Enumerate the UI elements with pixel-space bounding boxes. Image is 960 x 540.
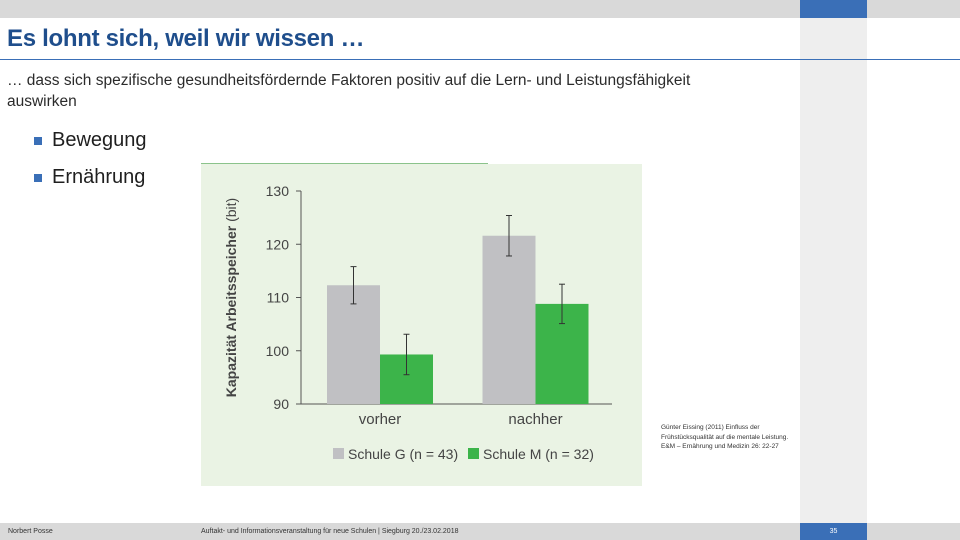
top-bar (0, 0, 960, 18)
bullet-list: Bewegung Ernährung (32, 122, 147, 196)
legend-label-schule-g: Schule G (n = 43) (348, 446, 458, 462)
bar-schule-g-vorher (327, 285, 380, 404)
y-axis-label-main: Kapazität Arbeitsspeicher (223, 222, 239, 397)
bullet-item: Ernährung (32, 159, 147, 196)
bullet-text: Bewegung (52, 129, 147, 151)
y-axis-label: Kapazität Arbeitsspeicher (bit) (223, 198, 239, 397)
bar-schule-g-nachher (482, 235, 536, 404)
source-citation: Günter Eissing (2011) Einfluss der Frühs… (661, 424, 789, 450)
bullet-text: Ernährung (52, 166, 146, 188)
bullet-square-icon (34, 173, 42, 182)
bullet-item: Bewegung (32, 122, 147, 159)
x-category-label: nachher (508, 411, 562, 428)
footer-event: Auftakt- und Informationsveranstaltung f… (201, 528, 459, 535)
slide-subtitle: … dass sich spezifische gesundheitsförde… (7, 72, 691, 110)
y-tick-label: 90 (273, 396, 289, 412)
right-side-panel (800, 18, 867, 523)
y-tick-label: 100 (266, 343, 290, 359)
y-tick-label: 110 (267, 290, 290, 306)
chart-svg: 90 100 110 120 130 Kapazität Arbeitsspeicher … (201, 164, 642, 486)
y-tick-label: 130 (266, 183, 290, 199)
title-divider (0, 59, 960, 60)
slide-title: Es lohnt sich, weil wir wissen … (7, 25, 365, 52)
bullet-square-icon (34, 136, 42, 145)
bar-chart: 90 100 110 120 130 Kapazität Arbeitsspeicher … (201, 164, 642, 486)
legend-swatch-schule-g (333, 448, 344, 459)
page-number: 35 (800, 523, 867, 540)
x-category-label: vorher (359, 411, 402, 428)
legend-swatch-schule-m (468, 448, 479, 459)
footer-bar (0, 523, 960, 540)
top-accent-block (800, 0, 867, 18)
footer-author: Norbert Posse (8, 528, 53, 535)
y-axis-label-unit: (bit) (223, 198, 239, 222)
legend-label-schule-m: Schule M (n = 32) (483, 446, 594, 462)
y-tick-label: 120 (266, 236, 290, 252)
